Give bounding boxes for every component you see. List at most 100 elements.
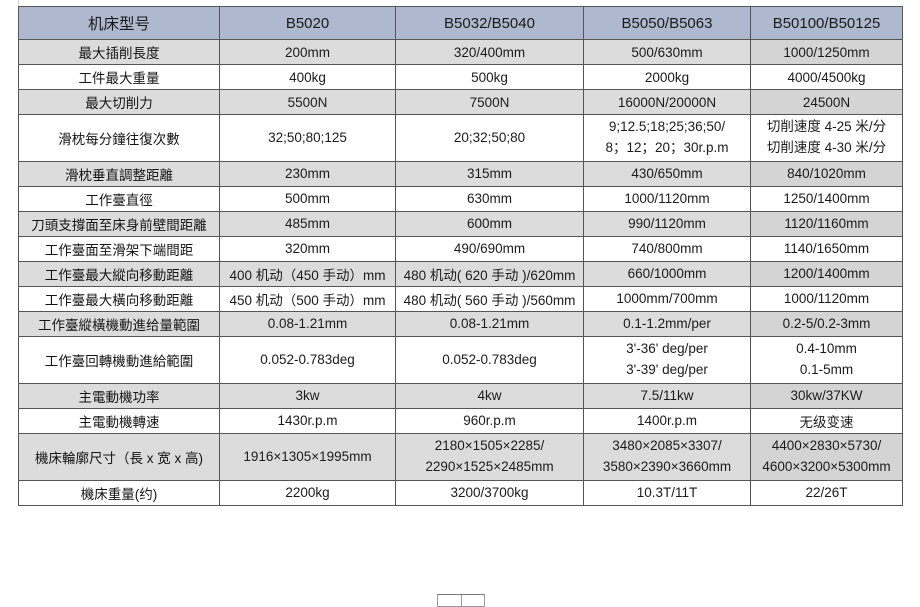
table-cell: 32;50;80;125 [219,114,396,162]
row-label: 工件最大重量 [18,64,220,90]
cell-line: 1000/1120mm [783,291,870,307]
cell-line: 1120/1160mm [784,216,869,232]
table-cell: 600mm [395,210,584,237]
cell-line: 320mm [284,241,330,257]
cell-line: 0.08-1.21mm [449,316,530,332]
table-cell: 1430r.p.m [219,407,396,434]
table-cell: 200mm [219,39,396,65]
cell-line: 3480×2085×3307/ [612,437,722,453]
table-cell: 30kw/37KW [750,382,903,409]
row-label: 工作臺直徑 [18,185,220,212]
table-header-row: 机床型号 B5020 B5032/B5040 B5050/B5063 B5010… [18,6,903,40]
row-label: 工作臺最大縱向移動距離 [18,260,220,287]
table-cell: 490/690mm [395,235,584,262]
cell-line: 7.5/11kw [640,388,694,404]
table-row: 工作臺回轉機動進給範圍 0.052-0.783deg 0.052-0.783deg 3… [18,335,903,384]
table-cell: 230mm [219,160,396,187]
table-cell: 切削速度 4-25 米/分 切削速度 4-30 米/分 [750,114,903,162]
table-cell: 9;12.5;18;25;36;50/8；12；20；30r.p.m [583,114,751,162]
cell-line: 1000/1120mm [624,191,710,207]
table-cell: 4000/4500kg [750,64,903,90]
row-label: 主電動機轉速 [18,407,220,434]
table-cell: 20;32;50;80 [395,114,584,162]
cell-line: 2290×1525×2485mm [425,458,554,474]
cell-line: 1200/1400mm [783,266,870,282]
table-cell: 320mm [219,235,396,262]
cell-line: 20;32;50;80 [453,130,526,146]
specification-table-container: 机床型号 B5020 B5032/B5040 B5050/B5063 B5010… [18,6,903,506]
cell-line: 480 机动( 620 手动 )/620mm [403,267,576,283]
cell-line: 2000kg [644,69,690,85]
table-cell: 无级变速 [750,407,903,434]
table-cell: 24500N [750,89,903,115]
table-cell: 485mm [219,210,396,237]
cell-line: 4kw [477,388,502,404]
row-label: 工作臺縱橫機動進给量範圍 [18,310,220,337]
cell-line: 600mm [466,216,512,232]
cell-line: 3kw [295,388,320,404]
column-header-b5050-b5063: B5050/B5063 [583,6,751,40]
table-cell: 500kg [395,64,584,90]
row-label: 工作臺面至滑架下端間距 [18,235,220,262]
cell-line: 1250/1400mm [783,191,870,207]
cell-line: 4400×2830×5730/ [771,437,882,453]
cell-line: 0.052-0.783deg [442,352,537,368]
table-cell: 10.3T/11T [583,479,751,506]
table-cell: 840/1020mm [750,160,903,187]
table-row: 工作臺直徑 500mm 630mm 1000/1120mm 1250/1400mm [18,185,903,212]
cell-line: 1140/1650mm [783,241,870,257]
table-cell: 4400×2830×5730/4600×3200×5300mm [750,432,903,481]
cell-line: 30kw/37KW [790,388,863,404]
row-label: 最大切削力 [18,89,220,115]
table-cell: 0.08-1.21mm [219,310,396,337]
table-cell: 1000/1250mm [750,39,903,65]
table-cell: 7500N [395,89,584,115]
table-cell: 480 机动( 620 手动 )/620mm [395,260,584,287]
cell-line: 500mm [284,191,330,207]
table-cell: 500mm [219,185,396,212]
cell-line: 840/1020mm [787,166,866,182]
row-label: 機床重量(约) [18,479,220,506]
cell-line: 4600×3200×5300mm [762,458,891,474]
cell-line: 切削速度 4-30 米/分 [766,139,887,155]
cell-line: 315mm [466,166,512,182]
cell-line: 22/26T [805,485,848,501]
table-cell: 1000/1120mm [750,285,903,312]
row-label: 滑枕垂直調整距離 [18,160,220,187]
cell-line: 4000/4500kg [787,69,866,85]
cell-line: 660/1000mm [627,266,707,282]
table-cell: 0.052-0.783deg [219,335,396,384]
cell-line: 990/1120mm [628,216,706,232]
cell-line: 0.4-10mm [796,340,857,356]
table-cell: 1000mm/700mm [583,285,751,312]
column-header-b5020: B5020 [219,6,396,40]
table-row: 最大切削力 5500N 7500N 16000N/20000N 24500N [18,89,903,115]
row-label: 最大插削長度 [18,39,220,65]
column-header-model: 机床型号 [18,6,220,40]
table-cell: 1000/1120mm [583,185,751,212]
table-cell: 3480×2085×3307/3580×2390×3660mm [583,432,751,481]
cell-line: 200mm [284,44,330,60]
cell-line: 400 机动（450 手动）mm [229,267,386,283]
table-cell: 0.08-1.21mm [395,310,584,337]
cell-line: 3580×2390×3660mm [602,458,732,474]
cell-line: 10.3T/11T [636,485,698,501]
machine-specification-table: 机床型号 B5020 B5032/B5040 B5050/B5063 B5010… [18,6,903,506]
table-cell: 1400r.p.m [583,407,751,434]
cell-line: 230mm [284,166,330,182]
table-body: 最大插削長度 200mm 320/400mm 500/630mm 1000/1250mm… [18,39,903,506]
table-row: 工件最大重量 400kg 500kg 2000kg 4000/4500kg [18,64,903,90]
cell-line: 3'-36' deg/per [626,340,708,356]
cell-line: 960r.p.m [463,413,516,429]
row-label: 工作臺回轉機動進給範圍 [18,335,220,384]
table-cell: 0.2-5/0.2-3mm [750,310,903,337]
table-cell: 320/400mm [395,39,584,65]
table-row: 主電動機功率 3kw 4kw 7.5/11kw 30kw/37KW [18,382,903,409]
page-bottom-fragment [437,594,485,607]
table-cell: 740/800mm [583,235,751,262]
cell-line: 630mm [466,191,512,207]
cell-line: 1916×1305×1995mm [243,449,372,465]
cell-line: 400kg [289,69,326,85]
cell-line: 0.052-0.783deg [260,352,355,368]
cell-line: 切削速度 4-25 米/分 [766,119,887,134]
